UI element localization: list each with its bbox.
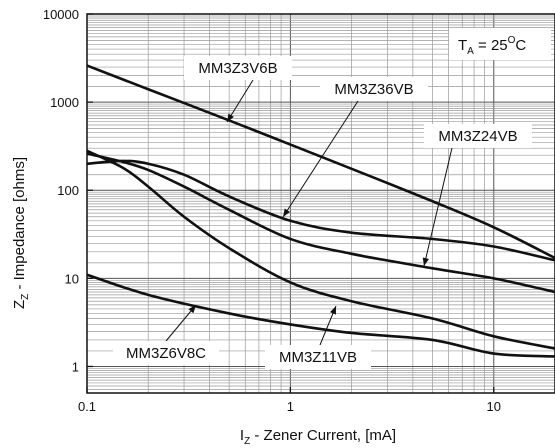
y-tick-label: 1000 <box>50 95 79 110</box>
temperature-label-box <box>449 28 551 60</box>
grid <box>86 13 555 394</box>
y-tick-label: 10 <box>65 271 79 286</box>
x-tick-label: 0.1 <box>78 399 96 414</box>
label-arrowhead <box>188 305 196 314</box>
x-tick-label: 10 <box>487 399 501 414</box>
label-arrowhead <box>283 208 291 217</box>
series-label-mm3z6v8c: MM3Z6V8C <box>113 304 219 365</box>
y-axis-label: ZZ - Impedance [ohms] <box>11 157 31 309</box>
temperature-condition: TA = 25OC <box>449 28 551 60</box>
series-line-mm3z36vb <box>86 159 555 262</box>
label-leader-line <box>226 79 254 123</box>
y-tick-label: 100 <box>57 183 79 198</box>
label-box <box>320 77 428 101</box>
label-text: MM3Z24VB <box>438 128 517 145</box>
label-text: MM3Z36VB <box>334 81 413 98</box>
label-text: MM3Z6V8C <box>126 345 206 362</box>
axes: 0.1 1 10 1 10 100 1000 10000 <box>43 7 555 414</box>
x-tick-label: 1 <box>287 399 294 414</box>
series-label-mm3z11vb: MM3Z11VB <box>265 305 371 369</box>
y-tick-label: 10000 <box>43 7 79 22</box>
label-text: MM3Z3V6B <box>198 60 277 77</box>
series-label-mm3z24vb: MM3Z24VB <box>422 124 532 267</box>
series-label-mm3z3v6b: MM3Z3V6B <box>184 56 292 123</box>
label-arrowhead <box>227 113 234 122</box>
y-tick-label: 1 <box>72 359 79 374</box>
label-arrowhead <box>330 306 336 315</box>
series-curves <box>86 64 555 358</box>
label-box <box>113 341 219 365</box>
label-box <box>184 56 292 80</box>
series-line-mm3z11vb <box>86 149 555 350</box>
label-text: MM3Z11VB <box>279 349 357 366</box>
label-box <box>424 124 532 148</box>
plot-frame <box>86 13 555 394</box>
series-line-mm3z3v6b <box>86 64 555 260</box>
series-line-mm3z24vb <box>86 152 555 294</box>
label-arrowhead <box>422 257 429 266</box>
series-annotations: MM3Z3V6B MM3Z36VB MM3Z24VB MM3Z11VB MM3Z6V8C <box>113 56 532 369</box>
label-leader-line <box>423 147 453 267</box>
label-box <box>265 345 371 369</box>
temperature-label: TA = 25OC <box>458 35 526 57</box>
series-label-mm3z36vb: MM3Z36VB <box>282 77 428 218</box>
x-axis-label: IZ - Zener Current, [mA] <box>240 427 396 447</box>
label-leader-line <box>282 100 359 218</box>
series-line-mm3z6v8c <box>86 273 555 358</box>
